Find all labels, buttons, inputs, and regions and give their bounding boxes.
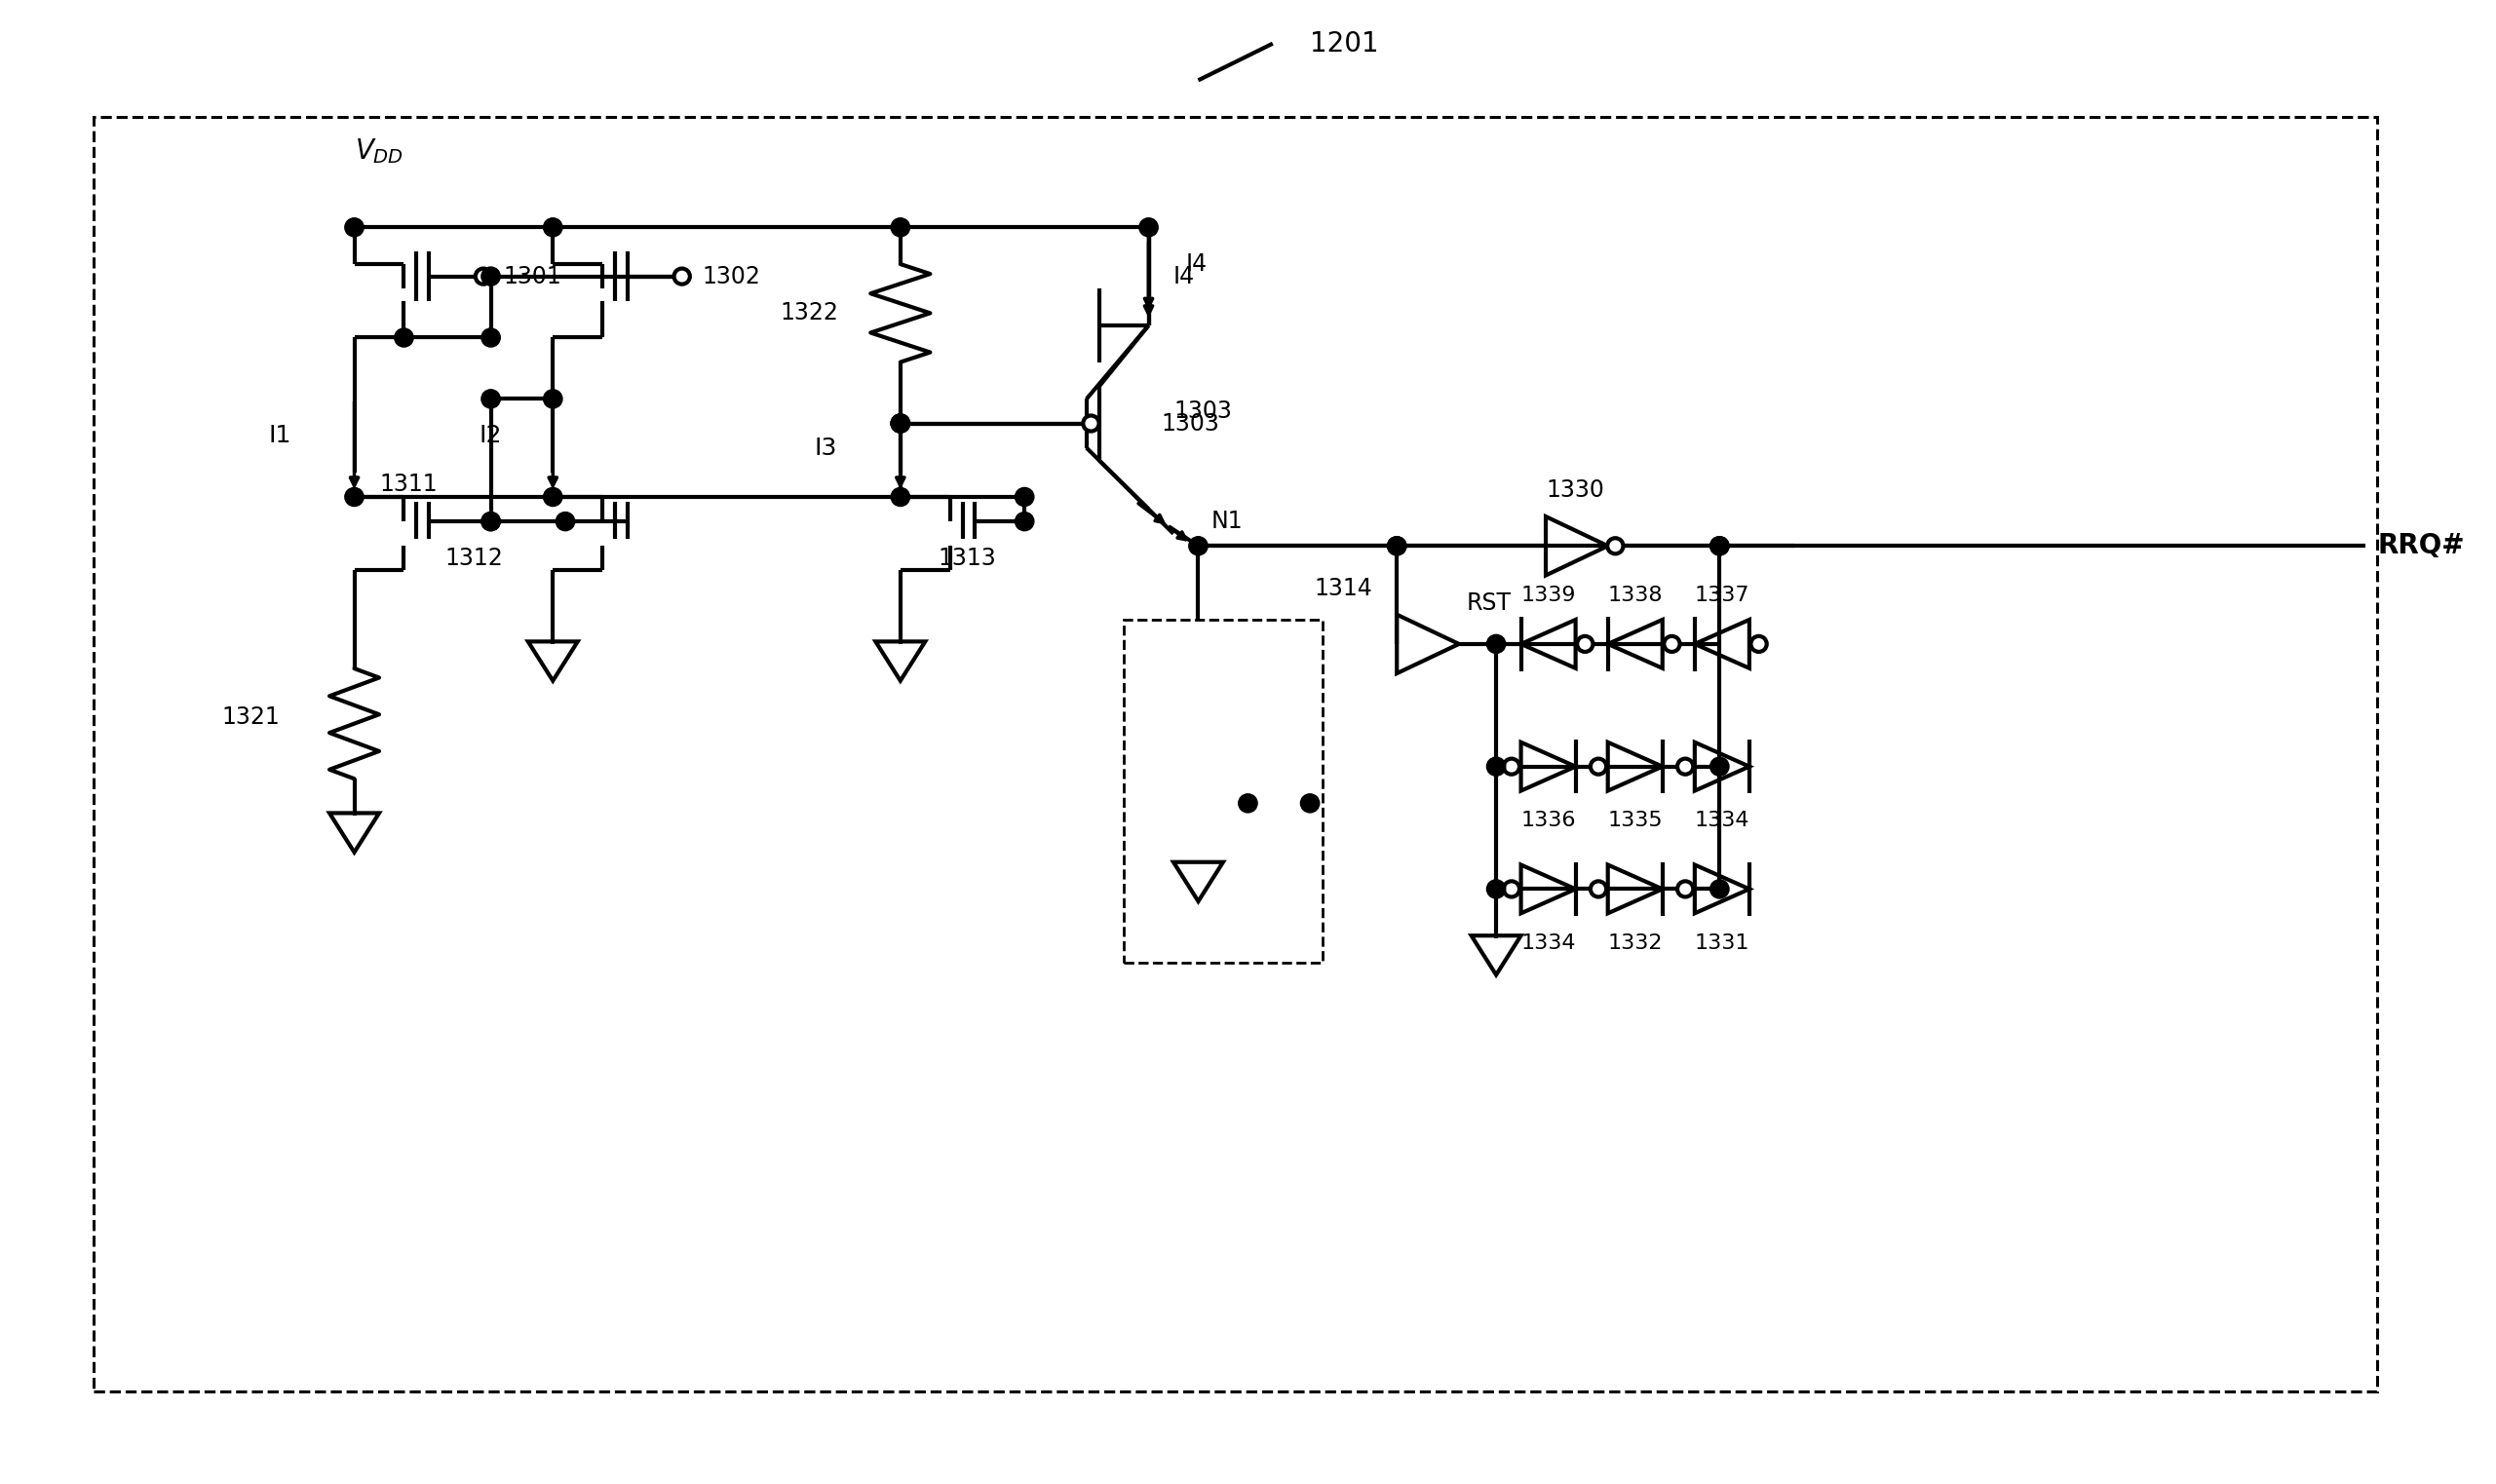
Circle shape <box>1677 881 1692 896</box>
Circle shape <box>1503 881 1520 896</box>
Circle shape <box>891 488 911 506</box>
Circle shape <box>344 488 364 506</box>
Text: 1304: 1304 <box>1148 644 1203 663</box>
Text: 1302: 1302 <box>701 264 761 288</box>
Circle shape <box>1607 539 1622 554</box>
Circle shape <box>1710 880 1730 898</box>
Circle shape <box>891 218 911 236</box>
Circle shape <box>1750 637 1767 651</box>
Circle shape <box>1488 880 1505 898</box>
Text: 1331: 1331 <box>1695 933 1750 953</box>
Text: 1334: 1334 <box>1520 933 1575 953</box>
Text: I4: I4 <box>1173 264 1196 288</box>
Circle shape <box>482 512 499 531</box>
Text: 1335: 1335 <box>1607 810 1662 830</box>
Text: 1334: 1334 <box>1695 810 1750 830</box>
Circle shape <box>1016 488 1033 506</box>
Text: 1201: 1201 <box>1310 30 1378 58</box>
Circle shape <box>1388 537 1405 555</box>
Text: 1303: 1303 <box>1161 411 1221 435</box>
Text: RRQ#: RRQ# <box>2376 533 2464 559</box>
Circle shape <box>1238 794 1258 813</box>
Circle shape <box>394 328 414 347</box>
Text: N1: N1 <box>1211 509 1243 533</box>
Text: I1: I1 <box>270 424 292 447</box>
Circle shape <box>482 267 499 285</box>
Circle shape <box>544 390 562 408</box>
Text: 1301: 1301 <box>504 264 562 288</box>
Circle shape <box>1083 416 1098 432</box>
Circle shape <box>1388 537 1405 555</box>
Text: 1305: 1305 <box>1148 893 1203 914</box>
Text: 1336: 1336 <box>1520 810 1575 830</box>
Circle shape <box>1710 537 1730 555</box>
Text: 1339: 1339 <box>1520 585 1575 605</box>
Circle shape <box>482 328 499 347</box>
Bar <box>95 117 2376 1392</box>
Circle shape <box>557 512 574 531</box>
Circle shape <box>1710 757 1730 776</box>
Text: 1338: 1338 <box>1607 585 1662 605</box>
Text: 1322: 1322 <box>779 301 839 325</box>
Circle shape <box>674 269 689 285</box>
Bar <box>1123 619 1323 963</box>
Circle shape <box>482 390 499 408</box>
Circle shape <box>1677 758 1692 775</box>
Circle shape <box>891 414 911 433</box>
Circle shape <box>1016 512 1033 531</box>
Circle shape <box>1503 758 1520 775</box>
Circle shape <box>1710 537 1730 555</box>
Circle shape <box>474 269 492 285</box>
Circle shape <box>1590 881 1607 896</box>
Text: I4: I4 <box>1186 252 1208 276</box>
Text: 1337: 1337 <box>1695 585 1750 605</box>
Text: 1311: 1311 <box>379 473 437 496</box>
Circle shape <box>1590 758 1607 775</box>
Circle shape <box>891 414 911 433</box>
Text: 1313: 1313 <box>938 546 996 570</box>
Circle shape <box>1188 537 1208 555</box>
Text: 1321: 1321 <box>222 706 280 729</box>
Circle shape <box>344 218 364 236</box>
Circle shape <box>1488 757 1505 776</box>
Text: RST: RST <box>1465 591 1510 614</box>
Circle shape <box>1665 637 1680 651</box>
Circle shape <box>1488 635 1505 653</box>
Text: I2: I2 <box>479 424 502 447</box>
Circle shape <box>1577 637 1592 651</box>
Text: 1332: 1332 <box>1607 933 1662 953</box>
Text: $V_{DD}$: $V_{DD}$ <box>354 137 402 166</box>
Text: I3: I3 <box>814 436 836 460</box>
Text: 1314: 1314 <box>1313 576 1373 600</box>
Circle shape <box>544 218 562 236</box>
Circle shape <box>482 512 499 531</box>
Text: 1312: 1312 <box>444 546 504 570</box>
Circle shape <box>1300 794 1320 813</box>
Circle shape <box>891 414 911 433</box>
Circle shape <box>544 488 562 506</box>
Text: 1303: 1303 <box>1173 399 1233 423</box>
Text: 1330: 1330 <box>1548 478 1605 502</box>
Circle shape <box>1138 218 1158 236</box>
